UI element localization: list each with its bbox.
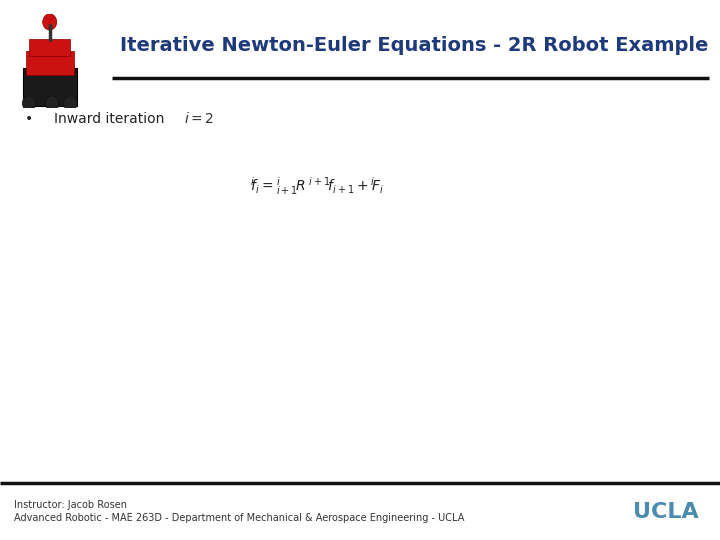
- Text: Inward iteration: Inward iteration: [54, 112, 164, 126]
- Circle shape: [22, 96, 36, 111]
- Circle shape: [46, 12, 53, 20]
- Text: ${}^{i}\!f_i ={}_{i+1}^{i}\!R\;{}^{i+1}\!f_{i+1}+{}^{i}\!F_i$: ${}^{i}\!f_i ={}_{i+1}^{i}\!R\;{}^{i+1}\…: [250, 176, 384, 197]
- Circle shape: [64, 96, 77, 111]
- Circle shape: [42, 14, 57, 30]
- FancyBboxPatch shape: [23, 68, 77, 106]
- Text: •: •: [24, 112, 33, 126]
- Text: $i = 2$: $i = 2$: [184, 111, 214, 126]
- Text: UCLA: UCLA: [633, 502, 698, 522]
- Text: Iterative Newton-Euler Equations - 2R Robot Example: Iterative Newton-Euler Equations - 2R Ro…: [120, 36, 708, 56]
- FancyBboxPatch shape: [29, 39, 71, 56]
- Text: Advanced Robotic - MAE 263D - Department of Mechanical & Aerospace Engineering -: Advanced Robotic - MAE 263D - Department…: [14, 514, 465, 523]
- FancyBboxPatch shape: [26, 51, 73, 75]
- Circle shape: [45, 96, 59, 111]
- Text: Instructor: Jacob Rosen: Instructor: Jacob Rosen: [14, 500, 127, 510]
